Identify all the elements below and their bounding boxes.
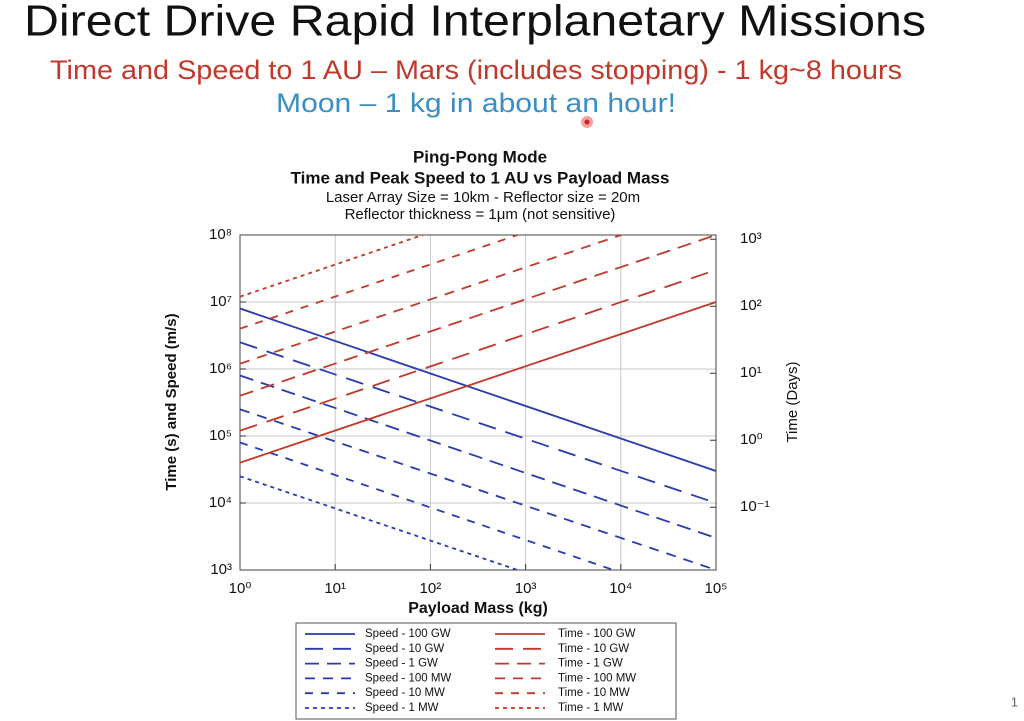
- legend-label: Time - 10 GW: [558, 643, 629, 655]
- series-line: [240, 441, 617, 570]
- legend-label: Time - 100 GW: [558, 628, 636, 640]
- series-line: [240, 374, 716, 539]
- plot-frame: [239, 234, 717, 571]
- plot-lines: [240, 235, 716, 570]
- legend-label: Speed - 10 GW: [365, 643, 444, 655]
- y-tick-label: 10⁶: [209, 360, 232, 377]
- x-tick-label: 10²: [420, 580, 442, 597]
- series-line: [240, 307, 716, 472]
- y-tick-label: 10⁷: [210, 293, 232, 310]
- series-line: [240, 341, 716, 504]
- slide-subtitle-2: Moon – 1 kg in about an hour!: [276, 88, 676, 118]
- legend-label: Speed - 10 MW: [365, 687, 445, 699]
- legend-label: Time - 100 MW: [558, 672, 636, 684]
- x-axis-label: Payload Mass (kg): [408, 600, 548, 617]
- series-line: [240, 269, 716, 432]
- y2-tick-label: 10¹: [740, 364, 762, 381]
- series-line: [240, 408, 716, 570]
- series-line: [240, 235, 716, 397]
- y-tick-label: 10⁵: [209, 427, 232, 444]
- y-tick-label: 10⁴: [209, 494, 232, 511]
- legend-label: Speed - 100 GW: [365, 628, 451, 640]
- chart-subtitle: Time and Peak Speed to 1 AU vs Payload M…: [291, 168, 670, 187]
- x-tick-label: 10⁴: [609, 580, 632, 597]
- chart-note: Reflector thickness = 1μm (not sensitive…: [345, 206, 616, 223]
- y-axis-label: Time (s) and Speed (m/s): [163, 313, 180, 490]
- y2-tick-label: 10²: [740, 297, 762, 314]
- series-line: [240, 301, 716, 464]
- slide-title: Direct Drive Rapid Interplanetary Missio…: [24, 0, 926, 46]
- page-number: 1: [1011, 694, 1018, 709]
- legend-label: Speed - 1 GW: [365, 658, 438, 670]
- y2-axis-label: Time (Days): [784, 361, 801, 442]
- y2-tick-label: 10⁰: [740, 431, 763, 448]
- x-tick-label: 10⁵: [705, 580, 728, 597]
- legend-label: Speed - 100 MW: [365, 672, 451, 684]
- y-tick-label: 10⁸: [209, 226, 232, 243]
- legend-label: Time - 1 GW: [558, 658, 623, 670]
- y2-tick-label: 10³: [740, 230, 762, 247]
- legend-box: [295, 622, 677, 720]
- chart-title: Ping-Pong Mode: [413, 147, 547, 166]
- legend-label: Time - 1 MW: [558, 702, 624, 714]
- x-tick-label: 10⁰: [229, 580, 252, 597]
- series-line: [240, 475, 521, 570]
- series-line: [240, 235, 426, 298]
- chart-note: Laser Array Size = 10km - Reflector size…: [326, 189, 640, 206]
- x-tick-label: 10³: [515, 580, 537, 597]
- legend-label: Speed - 1 MW: [365, 702, 439, 714]
- x-tick-label: 10¹: [324, 580, 346, 597]
- legend-label: Time - 10 MW: [558, 687, 630, 699]
- y2-tick-label: 10⁻¹: [740, 498, 770, 515]
- cursor-dot: [584, 119, 590, 125]
- y-tick-label: 10³: [210, 561, 232, 578]
- series-line: [240, 235, 625, 365]
- slide-subtitle: Time and Speed to 1 AU – Mars (includes …: [50, 55, 902, 85]
- series-line: [240, 235, 521, 330]
